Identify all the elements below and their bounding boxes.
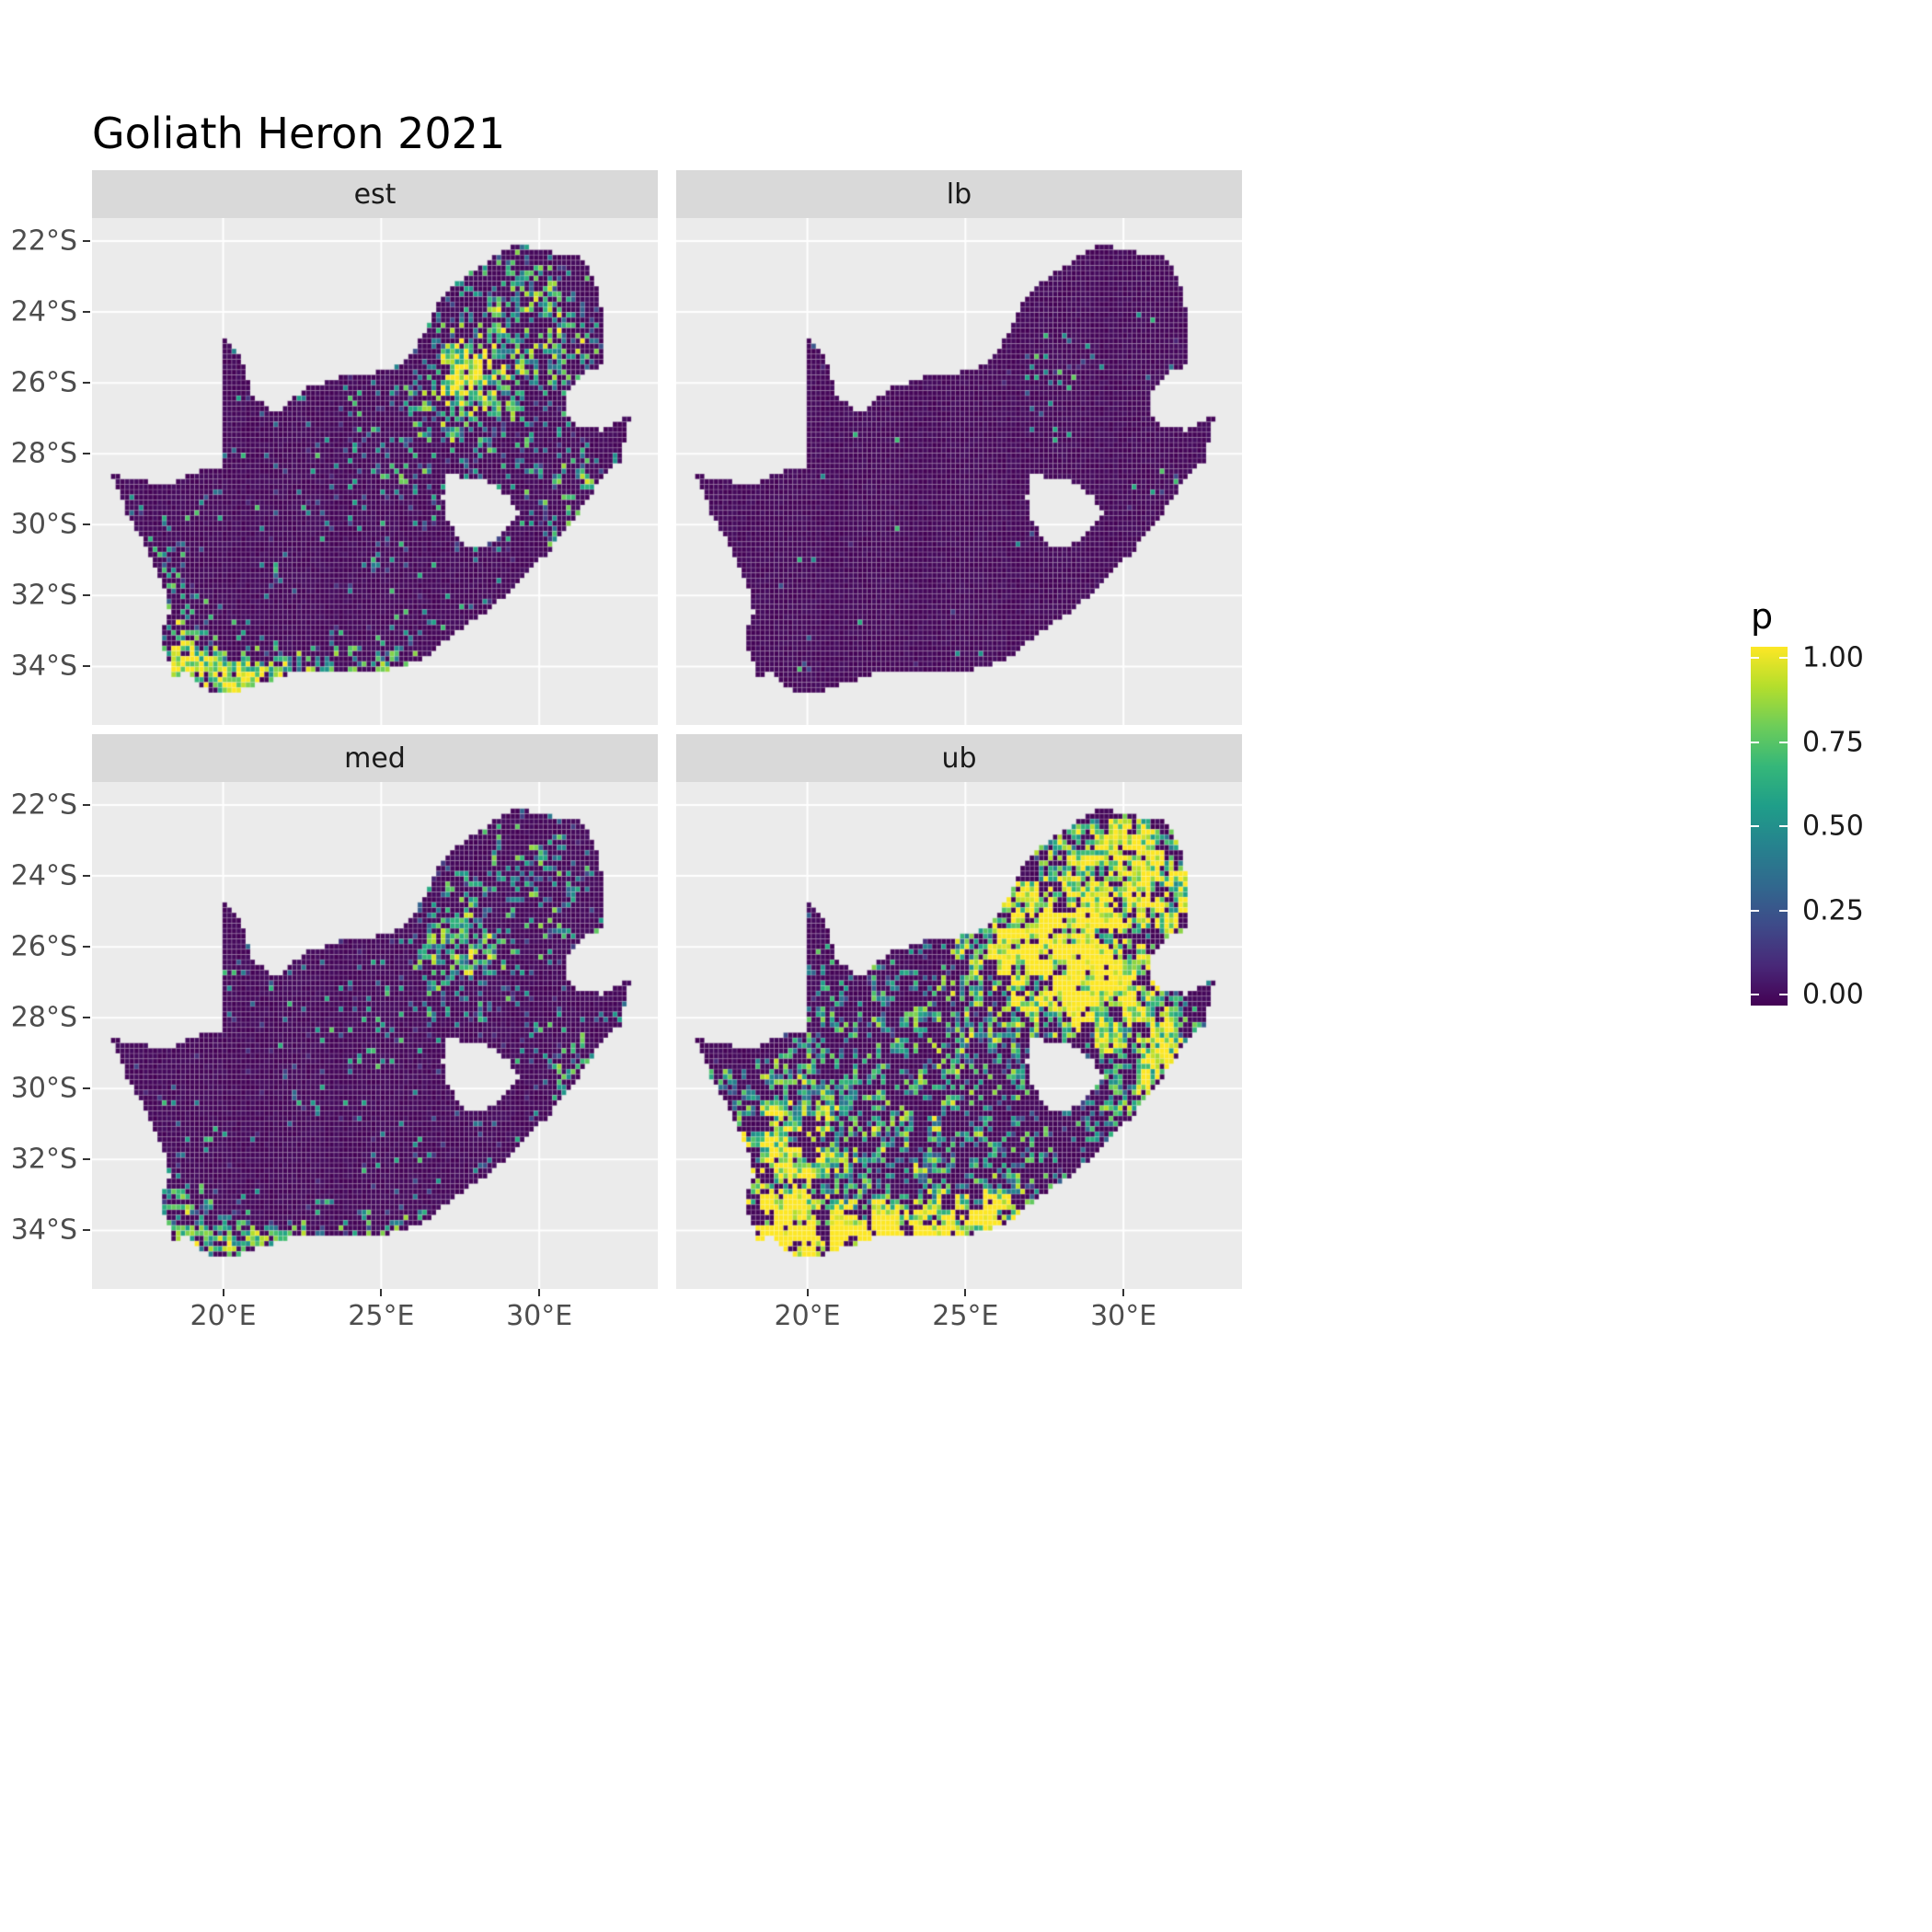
facet-label-med: med bbox=[344, 742, 406, 775]
y-tick-label: 24°S bbox=[10, 295, 77, 328]
plot-title: Goliath Heron 2021 bbox=[92, 109, 506, 158]
map-panel-med bbox=[92, 782, 658, 1289]
y-tick-label: 26°S bbox=[10, 930, 77, 963]
legend-tick-mark bbox=[1751, 741, 1759, 743]
legend-tick-label: 0.75 bbox=[1802, 726, 1864, 758]
y-tick-label: 34°S bbox=[10, 1213, 77, 1247]
y-tick-mark bbox=[83, 875, 90, 878]
y-tick-label: 24°S bbox=[10, 859, 77, 892]
legend-tick-mark bbox=[1779, 909, 1788, 912]
facet-label-ub: ub bbox=[941, 742, 977, 775]
y-tick-label: 22°S bbox=[10, 224, 77, 258]
legend-title: p bbox=[1751, 596, 1774, 637]
x-tick-label: 25°E bbox=[932, 1300, 999, 1332]
y-tick-label: 26°S bbox=[10, 366, 77, 399]
y-tick-mark bbox=[83, 946, 90, 949]
y-tick-mark bbox=[83, 665, 90, 668]
legend-tick-mark bbox=[1779, 741, 1788, 743]
x-tick-label: 30°E bbox=[506, 1300, 573, 1332]
y-tick-mark bbox=[83, 453, 90, 455]
legend-tick-mark bbox=[1751, 825, 1759, 827]
facet-label-lb: lb bbox=[946, 178, 972, 211]
facet-lb: lb bbox=[676, 170, 1242, 725]
legend-tick-mark bbox=[1751, 994, 1759, 995]
x-tick-label: 20°E bbox=[190, 1300, 257, 1332]
y-tick-mark bbox=[83, 240, 90, 243]
x-tick-label: 20°E bbox=[774, 1300, 841, 1332]
y-tick-mark bbox=[83, 594, 90, 597]
y-tick-label: 34°S bbox=[10, 650, 77, 683]
y-tick-label: 28°S bbox=[10, 437, 77, 470]
facet-label-est: est bbox=[353, 178, 397, 211]
y-tick-label: 28°S bbox=[10, 1001, 77, 1034]
y-tick-mark bbox=[83, 311, 90, 314]
x-tick-mark bbox=[806, 1289, 809, 1296]
x-tick-mark bbox=[1122, 1289, 1125, 1296]
facet-strip-lb: lb bbox=[676, 170, 1242, 218]
legend-tick-mark bbox=[1751, 657, 1759, 659]
x-tick-label: 30°E bbox=[1090, 1300, 1157, 1332]
facet-est: est bbox=[92, 170, 658, 725]
y-tick-mark bbox=[83, 1087, 90, 1090]
y-tick-mark bbox=[83, 523, 90, 526]
legend-tick-label: 0.00 bbox=[1802, 978, 1864, 1011]
x-tick-label: 25°E bbox=[348, 1300, 415, 1332]
x-tick-mark bbox=[538, 1289, 541, 1296]
y-tick-mark bbox=[83, 1158, 90, 1161]
map-panel-est bbox=[92, 218, 658, 725]
legend-tick-mark bbox=[1779, 825, 1788, 827]
facet-med: med bbox=[92, 734, 658, 1289]
y-tick-label: 32°S bbox=[10, 579, 77, 612]
y-tick-mark bbox=[83, 804, 90, 807]
map-panel-lb bbox=[676, 218, 1242, 725]
y-tick-mark bbox=[83, 382, 90, 385]
y-tick-label: 32°S bbox=[10, 1143, 77, 1176]
y-tick-label: 30°S bbox=[10, 508, 77, 541]
x-tick-mark bbox=[964, 1289, 967, 1296]
x-tick-mark bbox=[222, 1289, 224, 1296]
legend-tick-mark bbox=[1779, 657, 1788, 659]
facet-strip-med: med bbox=[92, 734, 658, 782]
legend-tick-mark bbox=[1779, 994, 1788, 995]
legend-tick-mark bbox=[1751, 909, 1759, 912]
x-tick-mark bbox=[380, 1289, 383, 1296]
y-tick-label: 30°S bbox=[10, 1072, 77, 1105]
facet-strip-ub: ub bbox=[676, 734, 1242, 782]
y-tick-label: 22°S bbox=[10, 788, 77, 822]
facet-ub: ub bbox=[676, 734, 1242, 1289]
map-panel-ub bbox=[676, 782, 1242, 1289]
y-tick-mark bbox=[83, 1229, 90, 1232]
legend-tick-label: 0.50 bbox=[1802, 810, 1864, 843]
legend-tick-label: 0.25 bbox=[1802, 894, 1864, 926]
facet-strip-est: est bbox=[92, 170, 658, 218]
legend-tick-label: 1.00 bbox=[1802, 641, 1864, 674]
y-tick-mark bbox=[83, 1017, 90, 1019]
